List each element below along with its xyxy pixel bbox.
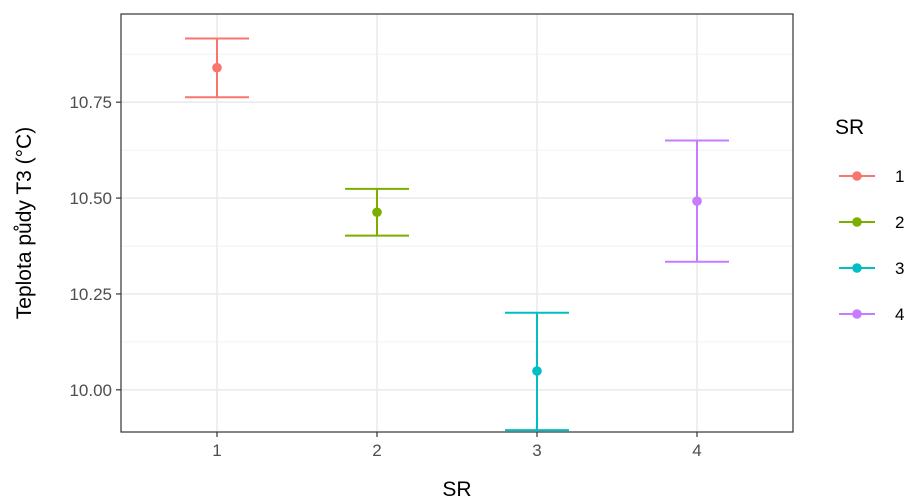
legend-label: 4 bbox=[895, 305, 904, 324]
y-axis: 10.00 10.25 10.50 10.75 bbox=[69, 93, 121, 400]
legend: SR 1 2 3 4 bbox=[835, 116, 904, 324]
legend-items: 1 2 3 4 bbox=[839, 167, 904, 324]
y-tick-label: 10.50 bbox=[69, 189, 112, 208]
y-tick-label: 10.25 bbox=[69, 285, 112, 304]
x-tick-label: 1 bbox=[212, 441, 221, 460]
series-2-errorbar bbox=[345, 187, 409, 237]
major-gridlines bbox=[121, 14, 793, 432]
minor-gridlines bbox=[121, 53, 793, 343]
x-axis-title: SR bbox=[442, 478, 471, 499]
series-1-errorbar bbox=[185, 37, 249, 99]
legend-label: 3 bbox=[895, 259, 904, 278]
legend-label: 2 bbox=[895, 213, 904, 232]
series-3-errorbar bbox=[505, 311, 569, 432]
mean-point bbox=[372, 207, 382, 218]
y-tick-label: 10.00 bbox=[69, 381, 112, 400]
panel-border bbox=[120, 13, 794, 433]
x-tick-label: 2 bbox=[372, 441, 381, 460]
legend-key-point bbox=[852, 309, 862, 319]
y-tick-label: 10.75 bbox=[69, 93, 112, 112]
legend-key-point bbox=[852, 217, 862, 227]
x-tick-label: 3 bbox=[532, 441, 541, 460]
legend-item-3: 3 bbox=[839, 259, 904, 278]
series-4-errorbar bbox=[665, 139, 729, 263]
legend-key-point bbox=[852, 171, 862, 181]
mean-point bbox=[212, 62, 222, 73]
mean-point bbox=[692, 196, 702, 206]
legend-item-4: 4 bbox=[839, 305, 904, 324]
x-axis: 1 2 3 4 bbox=[212, 432, 702, 460]
y-axis-title: Teplota půdy T3 (°C) bbox=[13, 127, 36, 319]
data-marks bbox=[185, 37, 729, 432]
legend-title: SR bbox=[835, 116, 864, 139]
legend-key-point bbox=[852, 263, 862, 273]
mean-point bbox=[532, 366, 542, 376]
legend-item-2: 2 bbox=[839, 213, 904, 232]
legend-item-1: 1 bbox=[839, 167, 904, 186]
legend-label: 1 bbox=[895, 167, 904, 186]
x-tick-label: 4 bbox=[692, 441, 701, 460]
